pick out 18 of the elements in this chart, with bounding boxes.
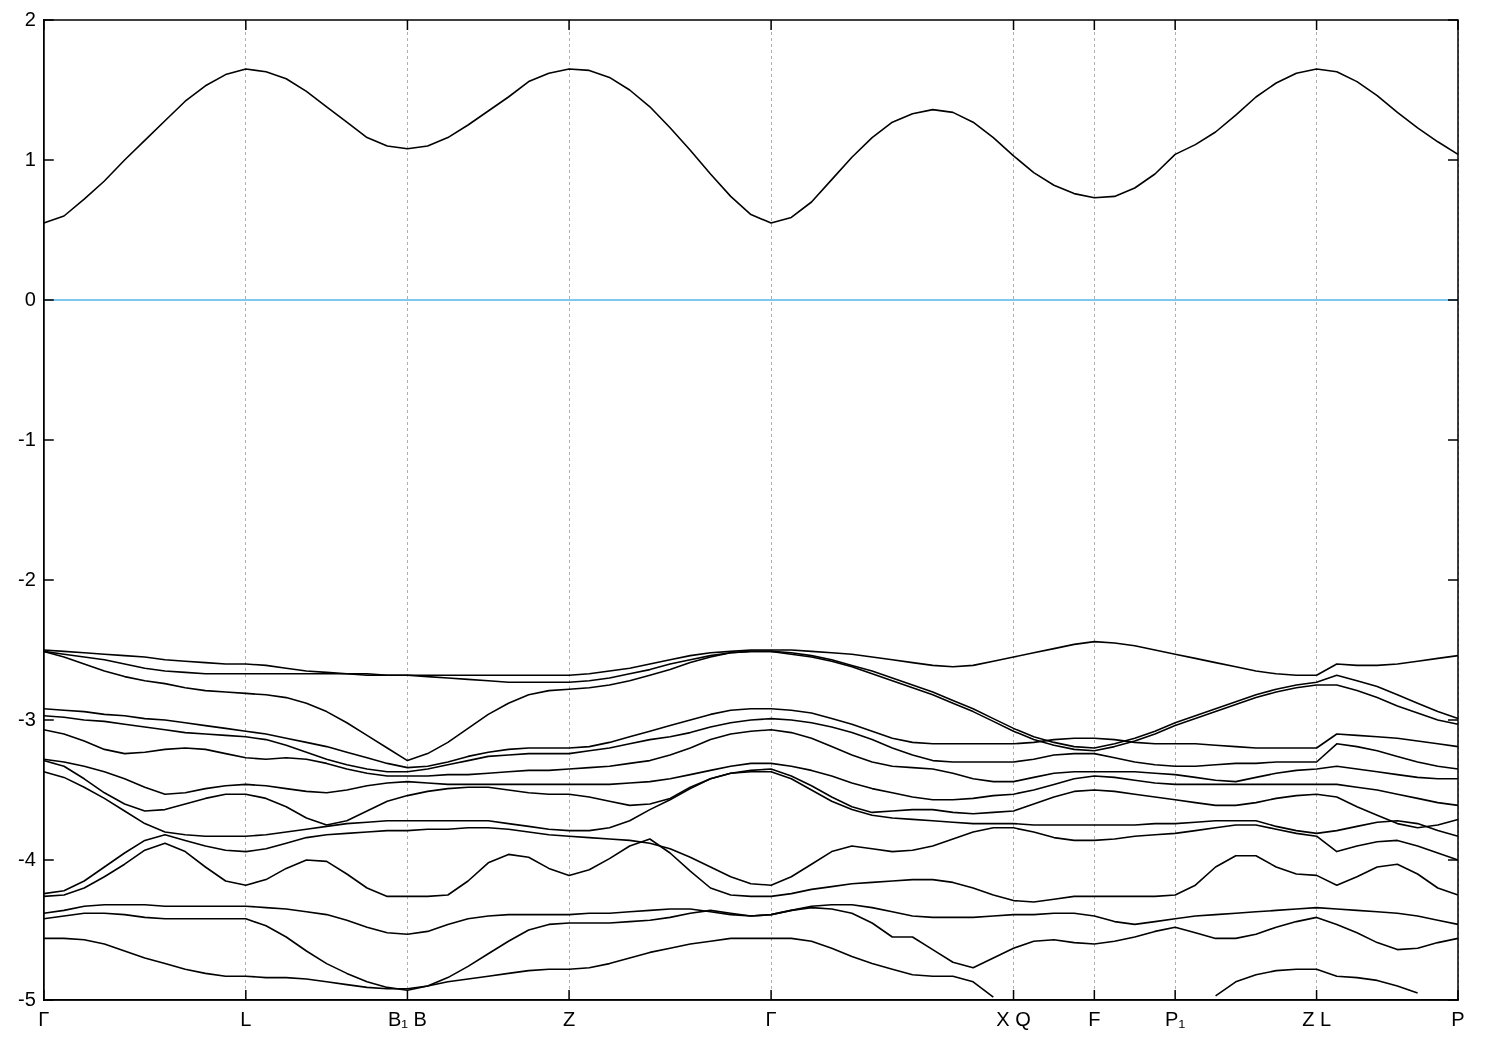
y-tick-label: -4 bbox=[17, 847, 36, 870]
x-tick-label: Γ bbox=[38, 1007, 50, 1030]
y-tick-label: -2 bbox=[17, 567, 36, 590]
x-tick-label: L bbox=[240, 1007, 252, 1030]
y-tick-label: -1 bbox=[17, 427, 36, 450]
x-tick-label: F bbox=[1088, 1007, 1101, 1030]
y-tick-label: -3 bbox=[17, 707, 36, 730]
y-tick-label: 2 bbox=[24, 7, 36, 30]
x-tick-label: Z L bbox=[1302, 1007, 1332, 1030]
x-tick-label: X Q bbox=[996, 1007, 1031, 1030]
x-tick-label: P bbox=[1451, 1007, 1465, 1030]
y-tick-label: 0 bbox=[24, 287, 36, 310]
x-tick-label: B₁ B bbox=[387, 1007, 427, 1030]
x-tick-label: P₁ bbox=[1165, 1007, 1186, 1030]
x-tick-label: Γ bbox=[765, 1007, 777, 1030]
y-tick-label: -5 bbox=[17, 987, 36, 1010]
x-tick-label: Z bbox=[562, 1007, 576, 1030]
y-tick-label: 1 bbox=[24, 147, 36, 170]
